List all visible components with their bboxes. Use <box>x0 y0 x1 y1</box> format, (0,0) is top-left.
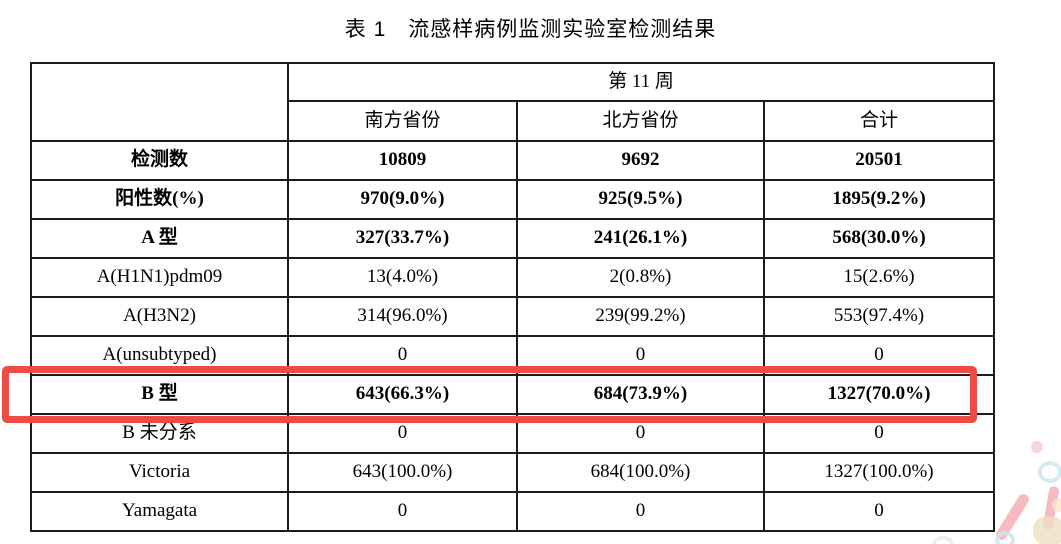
row-label: B 型 <box>30 374 289 415</box>
cell-total: 15(2.6%) <box>762 257 996 298</box>
row-label: B 未分系 <box>30 413 289 454</box>
row-label: A(H3N2) <box>30 296 289 337</box>
cell-total: 20501 <box>762 140 996 181</box>
watermark-blue-circle <box>932 536 954 544</box>
table-header-row-regions: 南方省份 北方省份 合计 <box>31 100 996 142</box>
watermark-pink-stroke <box>994 492 1031 542</box>
cell-north: 2(0.8%) <box>516 257 765 298</box>
table-row-b-lineage-undetermined: B 未分系 0 0 0 <box>30 413 996 454</box>
col-header-total: 合计 <box>762 100 996 142</box>
cell-north: 0 <box>516 335 765 376</box>
cell-total: 0 <box>762 413 996 454</box>
cell-north: 0 <box>516 413 765 454</box>
week-header-cell: 第 11 周 <box>286 62 996 102</box>
corner-cell <box>30 62 289 142</box>
cell-south: 643(100.0%) <box>287 452 518 493</box>
cell-total: 553(97.4%) <box>762 296 996 337</box>
watermark-blue-circle <box>1038 461 1061 483</box>
row-label: 阳性数(%) <box>30 179 289 220</box>
watermark-pink-stroke <box>1042 485 1060 531</box>
table-row-type-b-highlighted: B 型 643(66.3%) 684(73.9%) 1327(70.0%) <box>30 374 996 415</box>
row-label: A(H1N1)pdm09 <box>30 257 289 298</box>
row-label: A 型 <box>30 218 289 259</box>
table-row-h1n1pdm09: A(H1N1)pdm09 13(4.0%) 2(0.8%) 15(2.6%) <box>30 257 996 298</box>
cell-north: 239(99.2%) <box>516 296 765 337</box>
cell-total: 1327(70.0%) <box>762 374 996 415</box>
lab-results-table: 第 11 周 南方省份 北方省份 合计 检测数 10809 9692 20501… <box>30 62 996 532</box>
cell-total: 1327(100.0%) <box>762 452 996 493</box>
table-row-h3n2: A(H3N2) 314(96.0%) 239(99.2%) 553(97.4%) <box>30 296 996 337</box>
cell-south: 327(33.7%) <box>287 218 518 259</box>
table-row-a-unsubtyped: A(unsubtyped) 0 0 0 <box>30 335 996 376</box>
col-header-north: 北方省份 <box>516 100 765 142</box>
table-row-positive: 阳性数(%) 970(9.0%) 925(9.5%) 1895(9.2%) <box>30 179 996 220</box>
watermark-tan-blob <box>1052 498 1061 512</box>
table-row-type-a: A 型 327(33.7%) 241(26.1%) 568(30.0%) <box>30 218 996 259</box>
table-row-yamagata: Yamagata 0 0 0 <box>30 491 996 532</box>
cell-north: 9692 <box>516 140 765 181</box>
cell-north: 684(100.0%) <box>516 452 765 493</box>
cell-north: 925(9.5%) <box>516 179 765 220</box>
cell-south: 314(96.0%) <box>287 296 518 337</box>
row-label: A(unsubtyped) <box>30 335 289 376</box>
row-label: 检测数 <box>30 140 289 181</box>
cell-north: 241(26.1%) <box>516 218 765 259</box>
cell-total: 0 <box>762 335 996 376</box>
cell-total: 568(30.0%) <box>762 218 996 259</box>
cell-south: 970(9.0%) <box>287 179 518 220</box>
cell-south: 0 <box>287 491 518 532</box>
cell-total: 1895(9.2%) <box>762 179 996 220</box>
watermark-blue-circle <box>995 531 1015 544</box>
watermark-pink-dot <box>1031 441 1043 453</box>
cell-south: 13(4.0%) <box>287 257 518 298</box>
cell-south: 10809 <box>287 140 518 181</box>
table-header-row-week: 第 11 周 <box>30 62 996 142</box>
cell-south: 0 <box>287 335 518 376</box>
table-title: 表 1 流感样病例监测实验室检测结果 <box>344 18 717 41</box>
cell-south: 643(66.3%) <box>287 374 518 415</box>
row-label: Yamagata <box>30 491 289 532</box>
col-header-south: 南方省份 <box>287 100 518 142</box>
table-row-tested: 检测数 10809 9692 20501 <box>30 140 996 181</box>
table-row-victoria: Victoria 643(100.0%) 684(100.0%) 1327(10… <box>30 452 996 493</box>
cell-total: 0 <box>762 491 996 532</box>
row-label: Victoria <box>30 452 289 493</box>
cell-north: 684(73.9%) <box>516 374 765 415</box>
cell-south: 0 <box>287 413 518 454</box>
watermark-tan-blob <box>1033 516 1061 544</box>
cell-north: 0 <box>516 491 765 532</box>
